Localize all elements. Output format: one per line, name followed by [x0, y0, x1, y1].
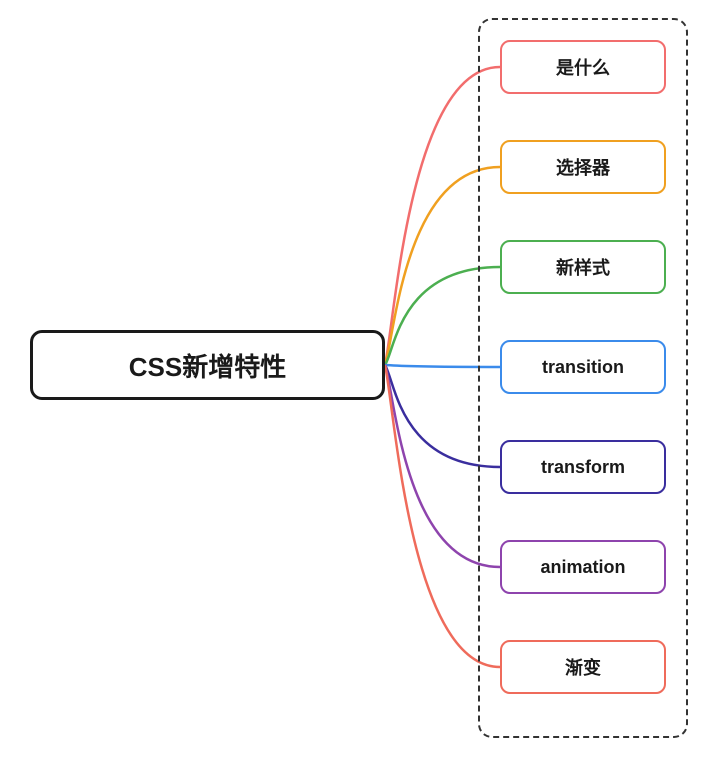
child-node-c7[interactable]: 渐变	[500, 640, 666, 694]
child-node-c3[interactable]: 新样式	[500, 240, 666, 294]
child-node-label: 选择器	[556, 154, 610, 180]
child-node-c4[interactable]: transition	[500, 340, 666, 394]
child-node-label: 是什么	[556, 54, 610, 80]
child-node-label: transition	[542, 357, 624, 378]
root-node[interactable]: CSS新增特性	[30, 330, 385, 400]
child-node-label: transform	[541, 457, 625, 478]
child-node-label: animation	[540, 557, 625, 578]
child-node-c6[interactable]: animation	[500, 540, 666, 594]
child-node-c1[interactable]: 是什么	[500, 40, 666, 94]
child-node-label: 新样式	[556, 254, 610, 280]
child-node-c5[interactable]: transform	[500, 440, 666, 494]
child-node-label: 渐变	[565, 654, 601, 680]
root-node-label: CSS新增特性	[129, 347, 286, 384]
child-node-c2[interactable]: 选择器	[500, 140, 666, 194]
